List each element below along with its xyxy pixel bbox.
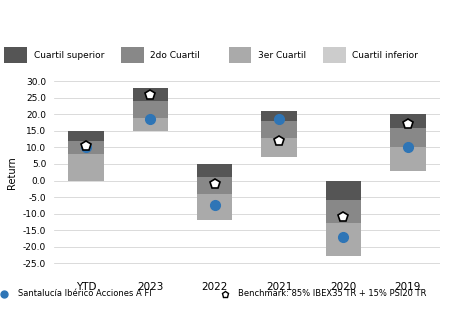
- Bar: [133, 118, 168, 131]
- FancyBboxPatch shape: [229, 47, 251, 63]
- Text: 3er Cuartil: 3er Cuartil: [258, 51, 306, 60]
- Bar: [68, 154, 104, 180]
- Bar: [133, 101, 168, 118]
- Text: Rentabilidad vs. Benchmark: Rentabilidad vs. Benchmark: [5, 12, 225, 27]
- Bar: [197, 164, 233, 177]
- FancyBboxPatch shape: [323, 47, 346, 63]
- Y-axis label: Return: Return: [7, 156, 18, 188]
- Bar: [390, 148, 426, 171]
- Bar: [261, 111, 297, 121]
- Bar: [326, 180, 361, 200]
- Bar: [326, 200, 361, 224]
- Text: Cuartil superior: Cuartil superior: [34, 51, 104, 60]
- Bar: [326, 224, 361, 256]
- Bar: [197, 177, 233, 194]
- Text: Santalucía Ibérico Acciones A FI: Santalucía Ibérico Acciones A FI: [18, 289, 152, 298]
- FancyBboxPatch shape: [4, 47, 27, 63]
- Bar: [390, 128, 426, 148]
- FancyBboxPatch shape: [121, 47, 144, 63]
- Bar: [133, 88, 168, 101]
- Bar: [390, 114, 426, 128]
- Bar: [68, 131, 104, 141]
- Bar: [68, 141, 104, 154]
- Bar: [197, 194, 233, 220]
- Text: Benchmark: 85% IBEX35 TR + 15% PSI20 TR: Benchmark: 85% IBEX35 TR + 15% PSI20 TR: [238, 289, 427, 298]
- Text: Cuartil inferior: Cuartil inferior: [352, 51, 418, 60]
- Bar: [261, 137, 297, 157]
- Text: 2do Cuartil: 2do Cuartil: [150, 51, 200, 60]
- Bar: [261, 121, 297, 137]
